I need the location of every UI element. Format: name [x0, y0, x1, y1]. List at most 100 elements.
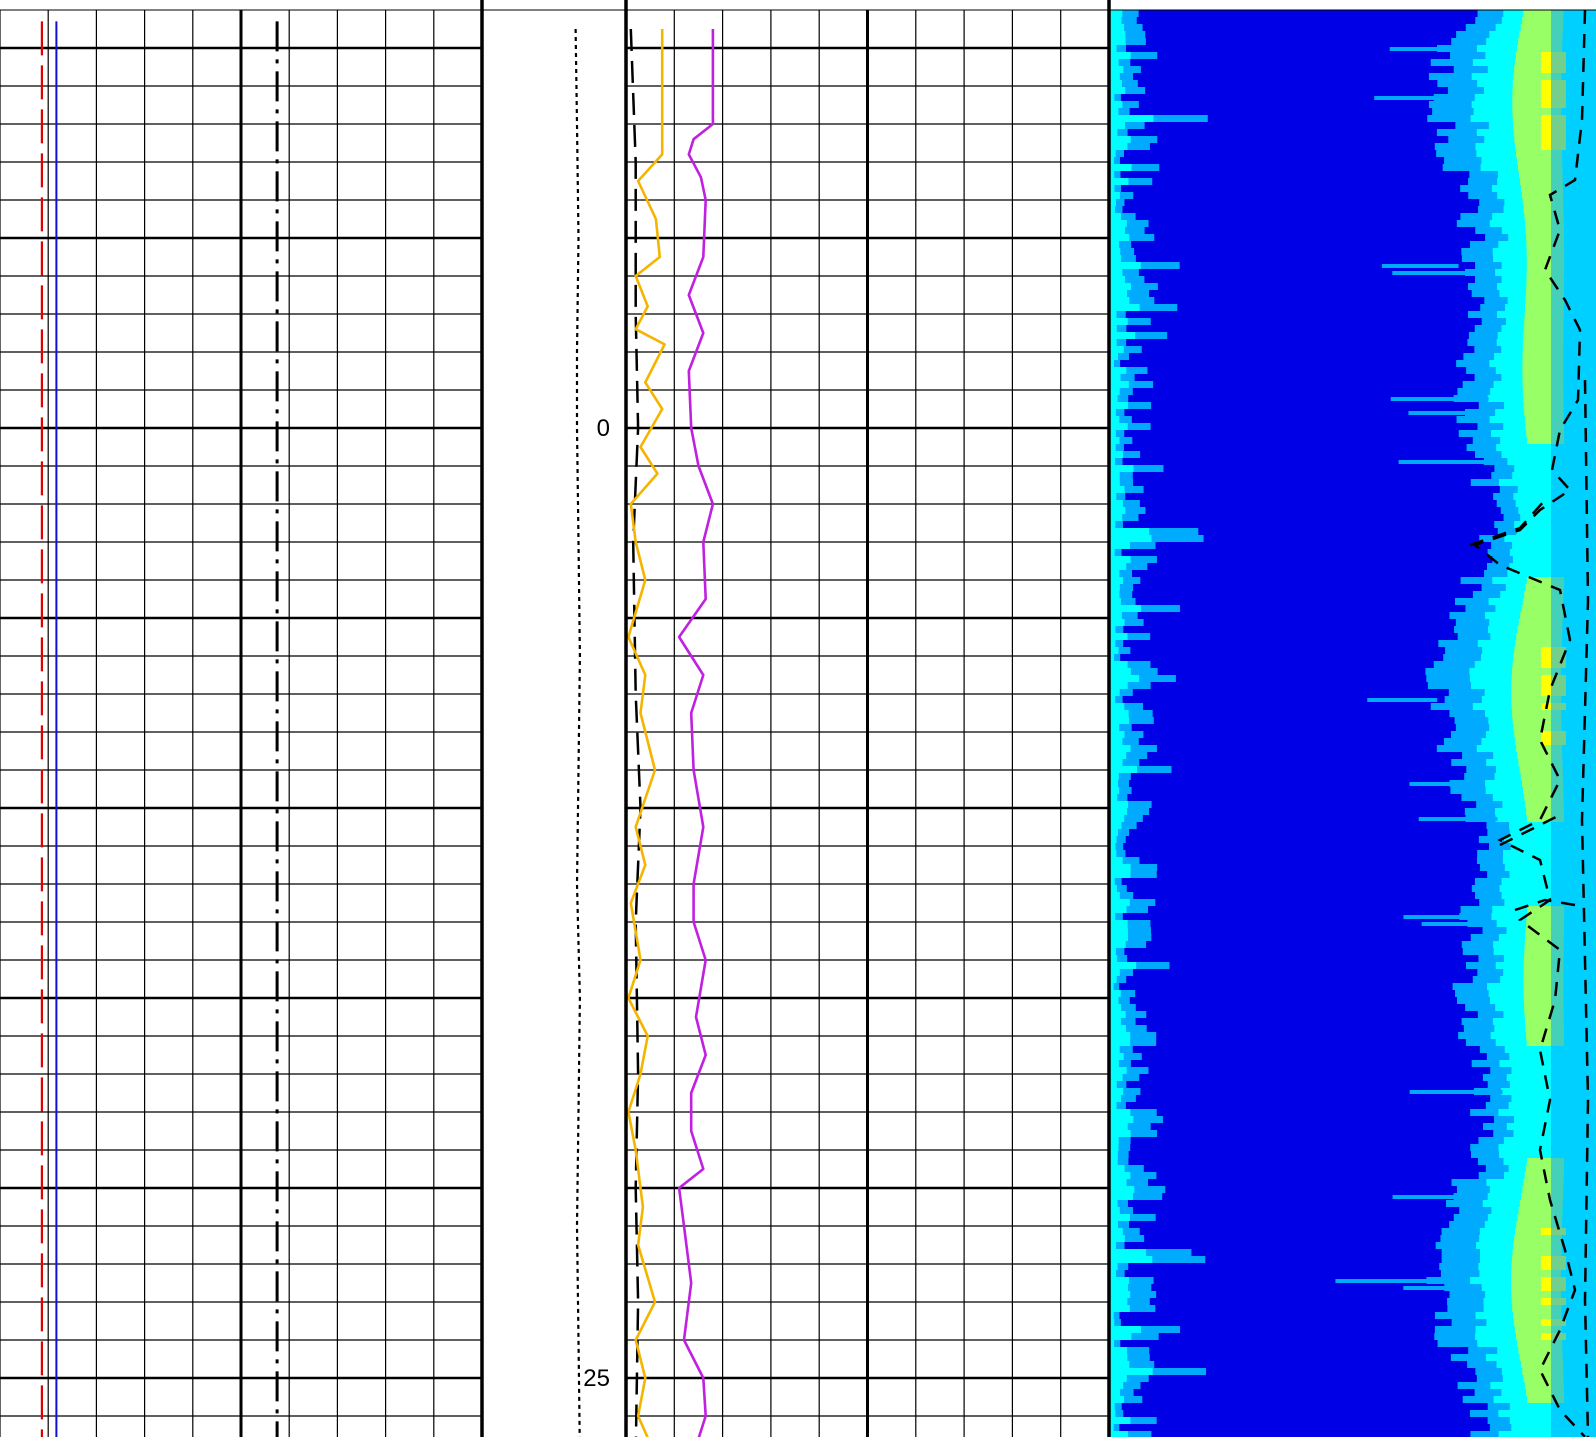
heatmap-cell	[1109, 1200, 1118, 1207]
heatmap-cell	[1109, 661, 1128, 668]
heatmap-cell	[1109, 262, 1180, 269]
heatmap-cell	[1109, 1060, 1131, 1067]
heatmap-cell	[1498, 479, 1596, 486]
heatmap-cell	[1517, 1340, 1563, 1347]
heatmap-cell	[1109, 1417, 1131, 1424]
heatmap-cell	[1109, 451, 1141, 458]
heatmap-cell	[1109, 563, 1148, 570]
heatmap-cell	[1511, 675, 1562, 682]
heatmap-cell	[1522, 388, 1564, 395]
heatmap-cell	[1501, 451, 1596, 458]
heatmap-cell	[1109, 234, 1155, 241]
heatmap-cell	[1109, 1312, 1114, 1319]
heatmap-cell	[1109, 619, 1125, 626]
heatmap-cell	[1109, 535, 1204, 542]
heatmap-cell	[1526, 234, 1565, 241]
heatmap-cell	[1516, 150, 1563, 157]
heatmap-cell	[1109, 1270, 1125, 1277]
heatmap-cell	[1499, 885, 1596, 892]
heatmap-cell	[1109, 1375, 1127, 1382]
heatmap-cell	[1390, 397, 1489, 401]
heatmap-cell	[1109, 423, 1128, 430]
heatmap-cell	[1513, 73, 1562, 80]
heatmap-cell	[1109, 1424, 1114, 1431]
heatmap-cell	[1109, 822, 1137, 829]
heatmap-cell	[1109, 367, 1127, 374]
heatmap-cell	[1109, 528, 1150, 535]
heatmap-cell	[1525, 220, 1564, 227]
heatmap-cell	[1526, 276, 1565, 283]
heatmap-cell	[1526, 1389, 1565, 1396]
heatmap-cell	[1109, 1361, 1155, 1368]
heatmap-cell	[1109, 1333, 1132, 1340]
heatmap-cell	[1527, 906, 1565, 913]
heatmap-cell	[1109, 1193, 1133, 1200]
heatmap-cell	[1109, 346, 1124, 353]
heatmap-cell	[1109, 661, 1151, 668]
heatmap-cell	[1109, 1221, 1129, 1228]
heatmap-cell	[1109, 465, 1164, 472]
heatmap-cell	[1109, 1242, 1125, 1249]
heatmap-cell	[1109, 626, 1116, 633]
depth-tick-label: 0	[597, 415, 610, 442]
heatmap-cell	[1109, 395, 1129, 402]
heatmap-cell	[1109, 171, 1115, 178]
heatmap-cell	[1109, 626, 1124, 633]
heatmap-cell	[1518, 171, 1563, 178]
heatmap-cell	[1109, 885, 1127, 892]
heatmap-cell	[1109, 122, 1126, 129]
heatmap-cell	[1109, 465, 1134, 472]
heatmap-cell	[1524, 941, 1564, 948]
heatmap-cell	[1523, 997, 1564, 1004]
heatmap-cell	[1524, 1382, 1564, 1389]
heatmap-cell	[1109, 598, 1121, 605]
heatmap-cell	[1109, 1088, 1141, 1095]
heatmap-cell	[1109, 136, 1131, 143]
heatmap-cell	[1109, 24, 1125, 31]
heatmap-cell	[1502, 857, 1596, 864]
heatmap-cell	[1109, 1053, 1142, 1060]
heatmap-cell	[1524, 1018, 1564, 1025]
heatmap-cell	[1109, 164, 1160, 171]
heatmap-cell	[1109, 962, 1137, 969]
heatmap-cell	[1109, 689, 1133, 696]
heatmap-cell	[1408, 411, 1483, 415]
heatmap-cell	[1109, 59, 1131, 66]
heatmap-cell	[1109, 521, 1123, 528]
heatmap-cell	[1109, 402, 1128, 409]
heatmap-cell	[1109, 297, 1155, 304]
heatmap-cell	[1109, 304, 1178, 311]
heatmap-cell	[1511, 696, 1562, 703]
heatmap-cell	[1109, 1193, 1163, 1200]
heatmap-cell	[1109, 1123, 1151, 1130]
heatmap-cell	[1109, 1116, 1163, 1123]
heatmap-cell	[1109, 381, 1129, 388]
heatmap-cell	[1109, 724, 1120, 731]
heatmap-cell	[1109, 1403, 1122, 1410]
heatmap-cell	[1526, 577, 1565, 584]
heatmap-cell	[1109, 52, 1158, 59]
heatmap-cell	[1109, 892, 1120, 899]
heatmap-cell	[1512, 661, 1562, 668]
heatmap-cell	[1109, 892, 1134, 899]
heatmap-cell	[1109, 1207, 1134, 1214]
heatmap-cell	[1109, 255, 1122, 262]
heatmap-cell	[1109, 682, 1151, 689]
heatmap-cell	[1109, 780, 1129, 787]
heatmap-cell	[1500, 1088, 1596, 1095]
heatmap-cell	[1109, 1256, 1206, 1263]
heatmap-cell	[1109, 738, 1139, 745]
heatmap-cell	[1109, 808, 1128, 815]
heatmap-cell	[1109, 360, 1121, 367]
heatmap-cell	[1109, 927, 1151, 934]
heatmap-cell	[1109, 500, 1140, 507]
heatmap-cell	[1109, 1172, 1131, 1179]
heatmap-cell	[1109, 17, 1137, 24]
heatmap-cell	[1109, 1270, 1117, 1277]
heatmap-cell	[1109, 360, 1114, 367]
heatmap-cell	[1498, 1144, 1596, 1151]
heatmap-cell	[1109, 178, 1153, 185]
heatmap-cell	[1109, 17, 1122, 24]
heatmap-cell	[1109, 437, 1133, 444]
